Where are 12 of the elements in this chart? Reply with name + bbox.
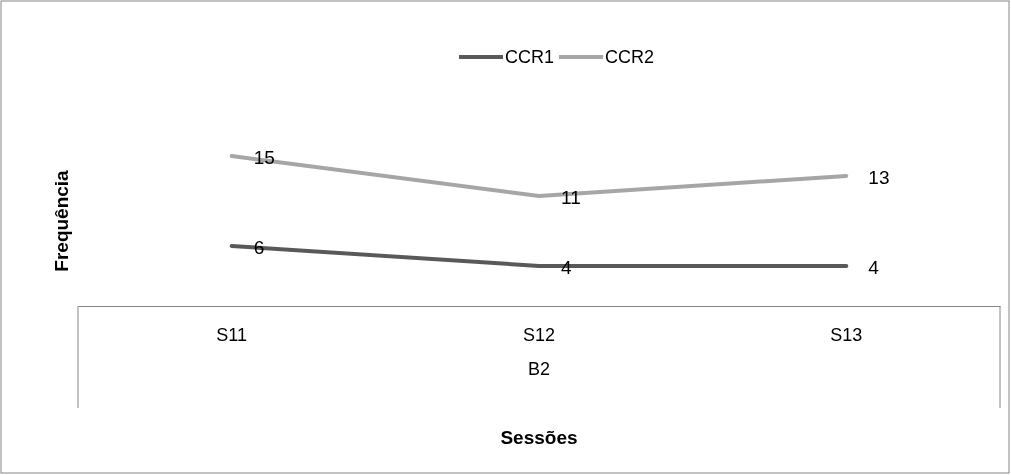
x-axis-title: Sessões: [500, 427, 578, 448]
text: B2: [527, 359, 551, 379]
x-tick-label: S12: [522, 324, 556, 345]
y-axis-title: Frequência: [51, 169, 72, 272]
data-label: 11: [561, 187, 581, 208]
legend-label: CCR1: [505, 47, 555, 67]
x-tick-label: S13: [830, 324, 863, 345]
legend-label: CCR2: [605, 47, 655, 67]
data-label: 15: [253, 147, 275, 168]
data-label: 13: [868, 167, 890, 188]
data-label: 4: [868, 257, 880, 278]
x-tick-label: S11: [216, 324, 248, 345]
